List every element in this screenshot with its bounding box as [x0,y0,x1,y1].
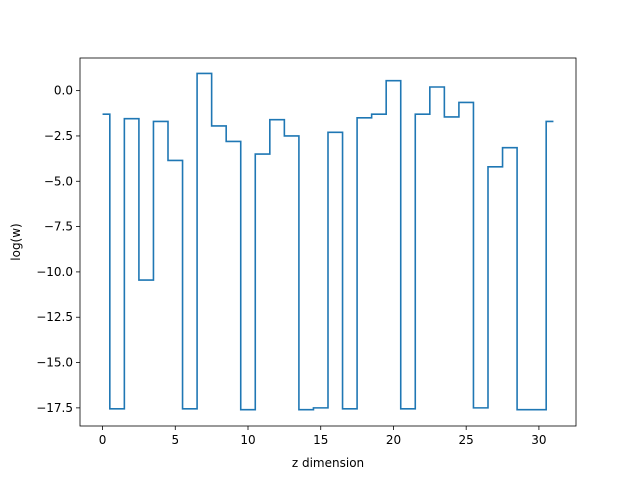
x-tick-label: 20 [386,433,401,447]
x-axis: 0 5 10 15 20 25 30 [99,426,547,447]
x-tick-label: 10 [240,433,255,447]
x-tick-label: 15 [313,433,328,447]
y-axis-label: log(w) [9,223,23,260]
y-tick-label: −15.0 [36,356,73,370]
y-axis: 0.0 −2.5 −5.0 −7.5 −10.0 −12.5 −15.0 −17.5 [36,84,80,415]
y-tick-label: 0.0 [54,84,73,98]
y-tick-label: −10.0 [36,265,73,279]
y-tick-label: −7.5 [44,220,73,234]
series-line-0 [102,72,554,411]
y-tick-label: −12.5 [36,310,73,324]
axes-frame [79,57,577,427]
x-tick-label: 0 [99,433,107,447]
y-tick-label: −5.0 [44,174,73,188]
x-axis-label: z dimension [292,456,364,470]
plot-area [102,72,554,411]
x-tick-label: 5 [171,433,179,447]
y-tick-label: −17.5 [36,401,73,415]
y-tick-label: −2.5 [44,129,73,143]
x-tick-label: 25 [459,433,474,447]
x-tick-label: 30 [531,433,546,447]
